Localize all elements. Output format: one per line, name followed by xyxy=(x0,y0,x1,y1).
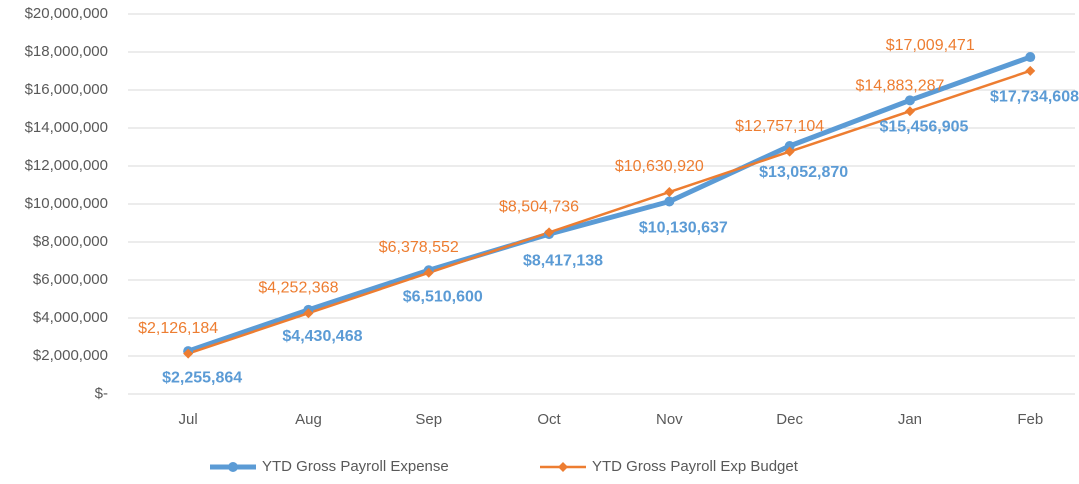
point xyxy=(1025,65,1036,76)
x-tick-label: Dec xyxy=(776,411,803,428)
point xyxy=(904,106,915,117)
x-tick-label: Nov xyxy=(656,411,683,428)
data-label: $10,130,637 xyxy=(639,220,728,237)
legend-label: YTD Gross Payroll Exp Budget xyxy=(592,458,799,475)
data-label: $13,052,870 xyxy=(759,164,848,181)
data-label: $2,255,864 xyxy=(162,369,242,386)
y-tick-label: $4,000,000 xyxy=(33,309,108,326)
point xyxy=(904,95,915,106)
data-label: $4,252,368 xyxy=(258,279,338,296)
data-label: $10,630,920 xyxy=(615,158,704,175)
data-label: $12,757,104 xyxy=(735,118,824,135)
y-tick-label: $16,000,000 xyxy=(25,81,108,98)
x-tick-label: Feb xyxy=(1017,411,1043,428)
data-label: $8,417,138 xyxy=(523,252,603,269)
legend-label: YTD Gross Payroll Expense xyxy=(262,458,449,475)
data-label: $17,009,471 xyxy=(886,37,975,54)
x-tick-label: Jan xyxy=(898,411,922,428)
data-label: $2,126,184 xyxy=(138,320,218,337)
series-line xyxy=(187,69,1031,355)
point xyxy=(784,140,795,151)
y-tick-label: $18,000,000 xyxy=(25,43,108,60)
y-tick-label: $6,000,000 xyxy=(33,271,108,288)
y-tick-label: $8,000,000 xyxy=(33,233,108,250)
x-tick-label: Oct xyxy=(537,411,561,428)
legend-marker xyxy=(558,462,568,472)
data-label: $8,504,736 xyxy=(499,199,579,216)
y-tick-label: $20,000,000 xyxy=(25,5,108,22)
point xyxy=(423,267,434,278)
series-line xyxy=(187,54,1032,354)
y-tick-label: $- xyxy=(95,385,108,402)
point xyxy=(664,187,675,198)
y-tick-label: $10,000,000 xyxy=(25,195,108,212)
y-tick-label: $2,000,000 xyxy=(33,347,108,364)
legend-marker xyxy=(228,462,238,472)
point xyxy=(544,227,555,238)
y-tick-label: $14,000,000 xyxy=(25,119,108,136)
data-label: $17,734,608 xyxy=(990,88,1079,105)
data-label: $6,378,552 xyxy=(379,239,459,256)
y-tick-label: $12,000,000 xyxy=(25,157,108,174)
point xyxy=(303,308,314,319)
data-label: $4,430,468 xyxy=(282,328,362,345)
data-label: $14,883,287 xyxy=(855,77,944,94)
point xyxy=(1025,52,1036,63)
data-label: $15,456,905 xyxy=(879,119,968,136)
point xyxy=(183,348,194,359)
point xyxy=(664,196,675,207)
point xyxy=(784,146,795,157)
x-tick-label: Jul xyxy=(179,411,198,428)
x-tick-label: Aug xyxy=(295,411,322,428)
x-tick-label: Sep xyxy=(415,411,442,428)
data-label: $6,510,600 xyxy=(403,289,483,306)
